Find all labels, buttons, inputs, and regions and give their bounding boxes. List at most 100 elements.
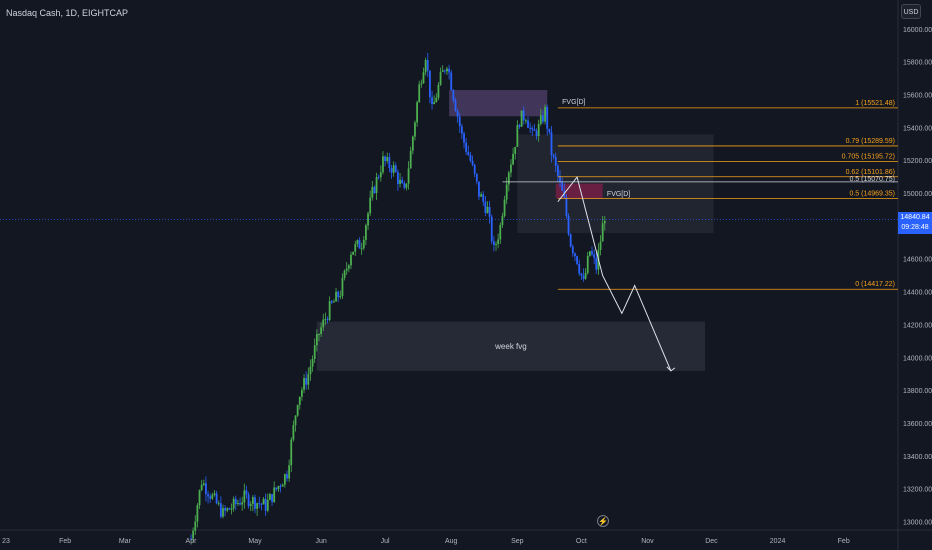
candle-body xyxy=(603,220,606,224)
price-tick-label: 13400.00 xyxy=(903,454,932,461)
candle-body xyxy=(567,215,570,235)
price-tick-label: 14200.00 xyxy=(903,322,932,329)
candle-body xyxy=(311,358,314,367)
candle-body xyxy=(392,165,395,173)
candle-body xyxy=(217,503,220,505)
annotation-fvg-mid: FVG[D] xyxy=(607,191,630,198)
candle-body xyxy=(529,127,532,129)
candle-body xyxy=(296,404,299,416)
candle-body xyxy=(202,483,205,485)
fib-label: 0.705 (15195.72) xyxy=(842,153,895,160)
candle-body xyxy=(488,206,491,217)
zone-consolidation xyxy=(517,134,714,233)
candle-body xyxy=(384,156,387,162)
candle-body xyxy=(360,248,363,250)
price-tick-label: 13600.00 xyxy=(903,421,932,428)
candle-body xyxy=(219,503,222,517)
candle-body xyxy=(465,142,468,152)
time-tick-label: Jun xyxy=(315,538,326,545)
candle-body xyxy=(454,100,457,111)
candle-body xyxy=(222,508,224,517)
candle-body xyxy=(347,265,350,269)
candle-body xyxy=(333,301,335,303)
candle-body xyxy=(490,216,493,242)
candle-body xyxy=(495,244,497,246)
candle-body xyxy=(339,295,342,297)
fib-label: 0.62 (15101.86) xyxy=(846,169,895,176)
candle-body xyxy=(258,503,261,505)
candle-body xyxy=(288,465,291,479)
projection-path xyxy=(557,175,672,372)
candle-body xyxy=(247,494,250,507)
candle-body xyxy=(574,253,576,257)
candle-body xyxy=(307,374,310,385)
candle-body xyxy=(194,521,197,531)
candle-body xyxy=(407,168,410,184)
candle-body xyxy=(443,70,446,72)
time-tick-label: Jul xyxy=(381,538,390,545)
candle-body xyxy=(394,165,397,173)
candle-body xyxy=(414,122,416,137)
candle-body xyxy=(305,378,308,385)
candle-body xyxy=(241,502,244,505)
candle-body xyxy=(510,164,512,173)
candle-body xyxy=(539,115,542,124)
candle-body xyxy=(213,493,216,495)
candle-body xyxy=(516,125,519,147)
price-tick-label: 16000.00 xyxy=(903,27,932,34)
candle-body xyxy=(486,206,489,213)
candle-body xyxy=(507,172,510,185)
candle-body xyxy=(569,234,572,247)
time-tick-label: Feb xyxy=(59,538,71,545)
candle-body xyxy=(260,503,263,505)
time-tick-label: Oct xyxy=(576,538,587,545)
price-tick-label: 14600.00 xyxy=(903,257,932,264)
price-tick-label: 13000.00 xyxy=(903,520,932,527)
candle-body xyxy=(582,275,585,279)
currency-button[interactable]: USD xyxy=(901,4,921,19)
candle-body xyxy=(232,498,235,509)
candle-body xyxy=(416,102,418,123)
candle-body xyxy=(503,199,506,216)
candle-body xyxy=(469,155,472,161)
candle-body xyxy=(431,97,433,105)
candle-body xyxy=(345,268,348,271)
candle-body xyxy=(196,505,199,522)
candle-body xyxy=(505,184,508,200)
candle-body xyxy=(501,215,504,226)
candle-body xyxy=(533,129,536,131)
candle-body xyxy=(422,72,425,84)
time-tick-label: Dec xyxy=(705,538,718,545)
candle-body xyxy=(390,168,393,173)
candle-body xyxy=(362,239,365,249)
candle-body xyxy=(226,508,229,511)
candle-body xyxy=(478,181,480,197)
candle-body xyxy=(192,530,195,539)
candle-body xyxy=(542,115,544,122)
candle-body xyxy=(531,127,534,130)
candle-body xyxy=(456,110,459,117)
fib-label: 0.5 (15070.75) xyxy=(849,176,895,183)
price-tick-label: 15400.00 xyxy=(903,125,932,132)
candle-body xyxy=(275,487,278,490)
candle-body xyxy=(234,498,237,504)
candle-body xyxy=(273,487,276,502)
candle-body xyxy=(435,97,438,103)
candle-body xyxy=(420,83,423,85)
candle-body xyxy=(343,270,346,278)
candle-body xyxy=(290,439,293,466)
candle-body xyxy=(335,291,337,302)
candle-body xyxy=(209,496,212,499)
candle-body xyxy=(527,120,529,128)
candle-body xyxy=(328,301,331,321)
candle-body xyxy=(522,110,525,121)
candle-body xyxy=(409,150,412,169)
candle-body xyxy=(593,254,596,258)
lightning-icon[interactable]: ⚡ xyxy=(597,515,609,527)
symbol-title: Nasdaq Cash, 1D, EIGHTCAP xyxy=(6,8,129,18)
candle-body xyxy=(224,508,227,511)
candle-body xyxy=(546,106,549,129)
candle-body xyxy=(397,172,399,185)
candle-body xyxy=(473,164,476,174)
